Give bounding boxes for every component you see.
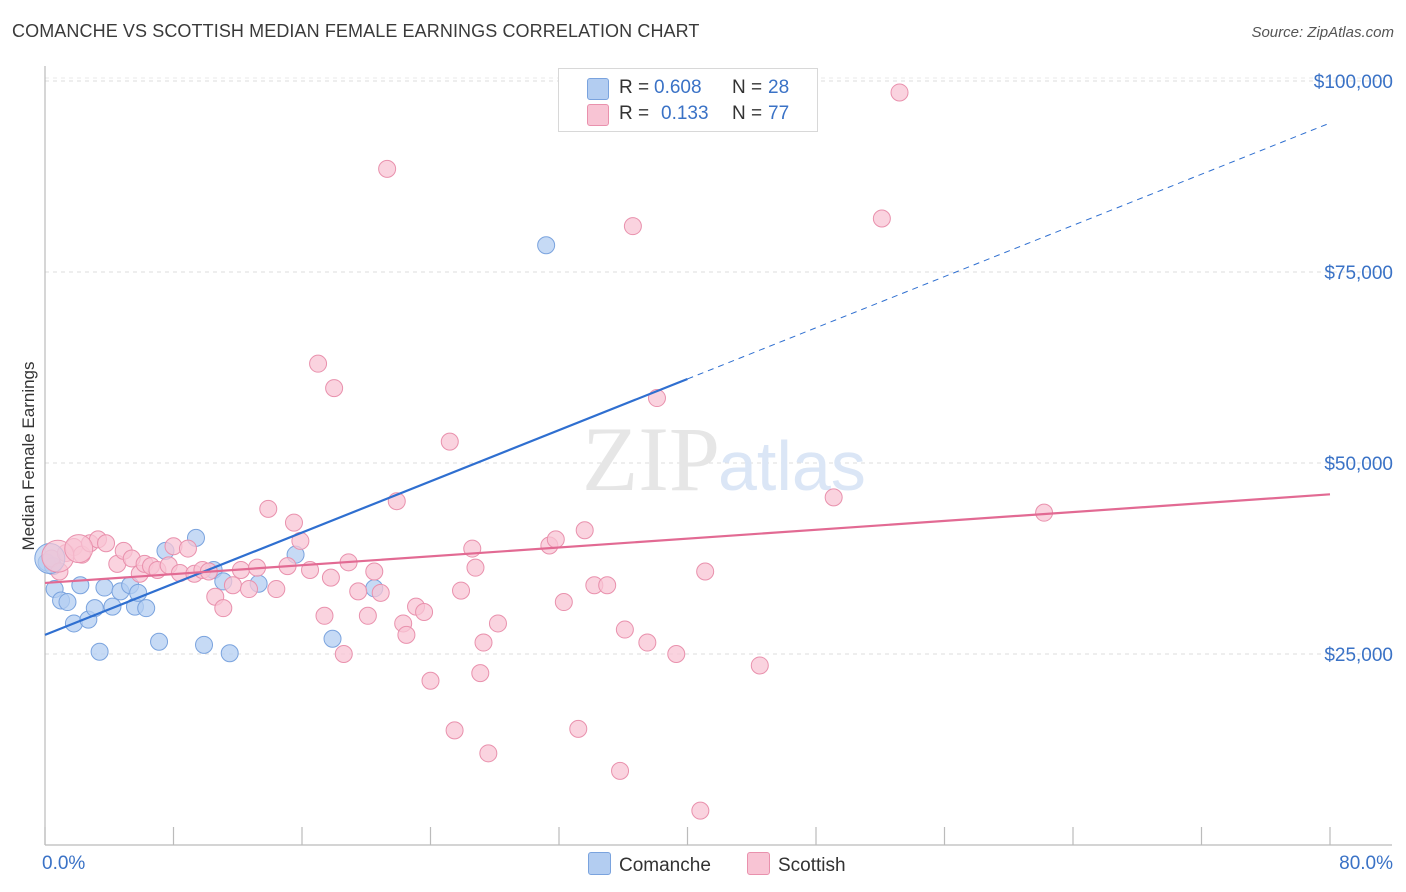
comanche-point: [195, 635, 214, 654]
scottish-point: [214, 599, 233, 618]
legend-swatch-comanche: [588, 852, 611, 875]
scottish-point: [284, 513, 303, 532]
watermark-zip: ZIP: [582, 408, 720, 510]
scottish-point: [239, 580, 258, 599]
axis-labels: $25,000 $50,000 $75,000 $100,000 0.0% 80.0%: [42, 72, 1393, 874]
y-tick-label: $50,000: [1324, 454, 1393, 475]
scottish-point: [321, 568, 340, 587]
watermark-atlas: atlas: [718, 427, 866, 505]
comanche-point: [537, 236, 556, 255]
scottish-point: [667, 645, 686, 663]
scottish-point: [309, 354, 328, 373]
trend-lines: [44, 122, 1331, 636]
scottish-point: [611, 761, 630, 780]
comanche-point: [150, 632, 169, 651]
legend-item-scottish[interactable]: Scottish: [747, 852, 846, 877]
legend-item-comanche[interactable]: Comanche: [588, 852, 711, 877]
scottish-point: [546, 530, 565, 549]
legend-n-value: 77: [768, 103, 790, 124]
scottish-point: [696, 562, 715, 581]
scottish-point: [488, 614, 507, 633]
comanche-trend-extension: [687, 122, 1331, 380]
stats-legend: R = 0.608 N = 28 R = 0.133 N = 77: [558, 68, 818, 132]
scottish-point: [223, 576, 242, 595]
scottish-point: [64, 534, 94, 564]
scottish-point: [890, 83, 909, 102]
y-tick-label: $100,000: [1314, 72, 1393, 93]
scottish-point: [358, 606, 377, 625]
scottish-point: [623, 217, 642, 236]
legend-swatch-comanche: [587, 78, 609, 100]
scottish-point: [334, 645, 353, 663]
scottish-point: [638, 633, 657, 652]
scottish-point: [421, 671, 440, 690]
legend-n-label: N =: [732, 103, 763, 124]
legend-swatch-scottish: [587, 104, 609, 126]
legend-n-value: 28: [768, 77, 790, 98]
chart-title: COMANCHE VS SCOTTISH MEDIAN FEMALE EARNI…: [12, 21, 700, 41]
legend-r-value: 0.608: [654, 77, 702, 98]
legend-r-label: R =: [619, 77, 650, 98]
scottish-point: [824, 488, 843, 507]
scottish-point: [415, 602, 434, 621]
scottish-point: [575, 521, 594, 540]
legend-r-value: 0.133: [661, 103, 709, 124]
scottish-point: [569, 719, 588, 738]
scottish-point: [872, 209, 891, 228]
legend-r-label: R =: [619, 103, 650, 124]
scottish-point: [554, 593, 573, 612]
comanche-trend-line: [44, 377, 688, 636]
scottish-trend-line: [44, 493, 1331, 585]
legend-label-comanche: Comanche: [619, 855, 711, 876]
y-axis-title: Median Female Earnings: [19, 362, 38, 551]
scottish-point: [325, 379, 344, 398]
scottish-point: [750, 656, 769, 675]
scottish-point: [440, 432, 459, 451]
comanche-point: [58, 593, 77, 612]
scottish-point: [378, 159, 397, 178]
scottish-point: [365, 562, 384, 581]
y-tick-label: $25,000: [1324, 645, 1393, 666]
comanche-point: [90, 642, 109, 661]
scottish-point: [371, 583, 390, 602]
scottish-point: [691, 801, 710, 820]
scottish-point: [615, 620, 634, 639]
scottish-point: [349, 582, 368, 601]
comanche-point: [323, 629, 342, 648]
legend-label-scottish: Scottish: [778, 855, 846, 876]
comanche-point: [95, 578, 114, 597]
scottish-point: [267, 580, 286, 599]
y-tick-label: $75,000: [1324, 263, 1393, 284]
comanche-point: [137, 599, 156, 618]
scottish-point: [97, 534, 116, 553]
scottish-point: [315, 606, 334, 625]
scottish-point: [598, 576, 617, 595]
legend-swatch-scottish: [747, 852, 770, 875]
source-credit: Source: ZipAtlas.com: [1251, 24, 1394, 41]
scottish-point: [474, 633, 493, 652]
scottish-point: [471, 664, 490, 683]
legend-n-label: N =: [732, 77, 763, 98]
scottish-point: [259, 499, 278, 518]
scottish-point: [397, 625, 416, 644]
scottish-point: [178, 539, 197, 558]
scottish-point: [479, 744, 498, 763]
axes: [44, 66, 1392, 846]
scottish-point: [466, 558, 485, 577]
scottish-point: [445, 721, 464, 740]
data-points: [34, 83, 1054, 820]
comanche-point: [220, 644, 239, 663]
x-tick-label-max: 80.0%: [1339, 853, 1393, 874]
scottish-point: [452, 581, 471, 600]
x-tick-label-min: 0.0%: [42, 853, 85, 874]
